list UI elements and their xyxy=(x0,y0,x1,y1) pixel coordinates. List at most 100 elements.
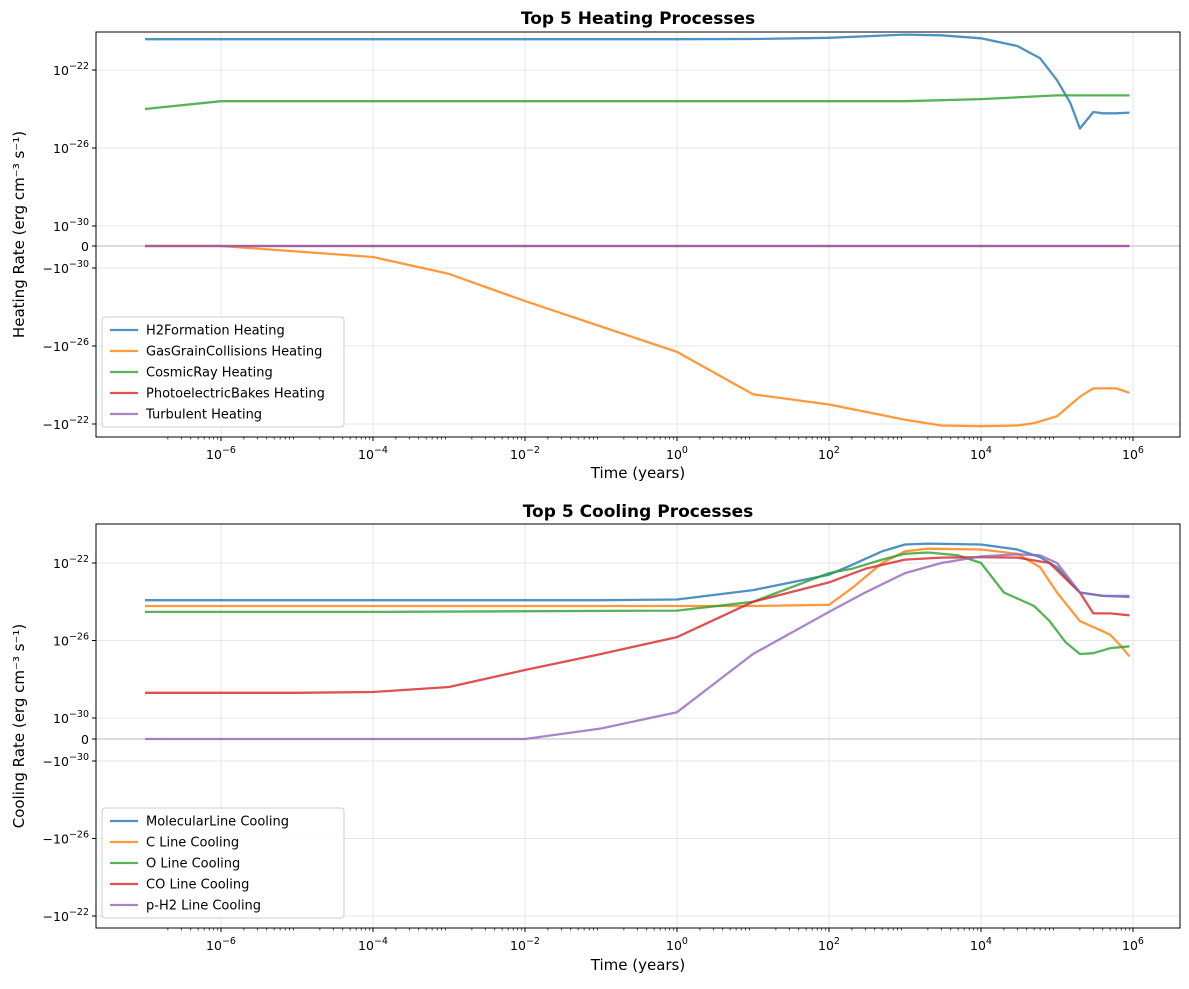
y-tick-label-exp: −26 xyxy=(69,632,89,643)
y-tick-label-base: 0 xyxy=(81,239,89,254)
legend-label: H2Formation Heating xyxy=(146,324,285,339)
y-tick-label-base: −10 xyxy=(43,909,69,924)
y-tick-label-base: 10 xyxy=(53,219,69,234)
x-tick-label-exp: 0 xyxy=(682,936,688,947)
legend-label: GasGrainCollisions Heating xyxy=(146,345,322,360)
x-tick-label-base: 10 xyxy=(970,447,986,462)
x-tick-label-base: 10 xyxy=(206,938,222,953)
y-tick-label: 10−30 xyxy=(53,709,89,726)
y-tick-label-base: −10 xyxy=(43,417,69,432)
x-tick-label: 10−2 xyxy=(510,445,540,462)
y-tick-label-base: 10 xyxy=(53,141,69,156)
y-tick-label-exp: −26 xyxy=(69,830,89,841)
y-tick-label: −10−26 xyxy=(43,337,89,354)
y-tick-label-exp: −26 xyxy=(69,337,89,348)
x-tick-label-exp: 4 xyxy=(986,445,992,456)
x-tick-label-base: 10 xyxy=(666,447,682,462)
x-tick-label-exp: −2 xyxy=(526,936,540,947)
x-tick-label-base: 10 xyxy=(510,938,526,953)
x-tick-label-exp: −4 xyxy=(374,936,388,947)
legend-label: MolecularLine Cooling xyxy=(146,815,289,830)
y-tick-label-base: 10 xyxy=(53,63,69,78)
x-tick-label: 104 xyxy=(970,936,992,953)
x-tick-label: 10−6 xyxy=(206,936,236,953)
y-tick-label-exp: −22 xyxy=(69,61,89,72)
y-tick-label: 10−22 xyxy=(53,554,89,571)
x-axis-label: Time (years) xyxy=(590,956,685,974)
x-tick-label-base: 10 xyxy=(1122,938,1138,953)
x-tick-label-exp: −6 xyxy=(222,445,236,456)
x-tick-label-exp: 2 xyxy=(834,936,840,947)
chart-title: Top 5 Cooling Processes xyxy=(523,502,754,522)
x-tick-label: 104 xyxy=(970,445,992,462)
legend-label: C Line Cooling xyxy=(146,836,239,851)
y-tick-label: 10−26 xyxy=(53,632,89,649)
y-tick-label-base: 10 xyxy=(53,556,69,571)
y-axis-label: Heating Rate (erg cm⁻³ s⁻¹) xyxy=(10,131,28,338)
y-tick-label-base: −10 xyxy=(43,339,69,354)
y-tick-label-exp: −22 xyxy=(69,554,89,565)
series-line-h2formation-heating xyxy=(145,33,1130,130)
x-axis-label: Time (years) xyxy=(590,464,685,482)
y-tick-label: 10−30 xyxy=(53,217,89,234)
y-tick-label-exp: −30 xyxy=(69,259,89,270)
x-tick-label: 106 xyxy=(1122,445,1144,462)
x-tick-label-base: 10 xyxy=(818,938,834,953)
x-tick-label: 10−2 xyxy=(510,936,540,953)
x-tick-label: 10−6 xyxy=(206,445,236,462)
legend-label: CO Line Cooling xyxy=(146,878,249,893)
legend-label: O Line Cooling xyxy=(146,857,240,872)
series-line-cosmicray-heating xyxy=(144,94,1130,111)
y-tick-label-exp: −30 xyxy=(69,752,89,763)
y-tick-label: −10−22 xyxy=(43,907,89,924)
series-line-c-line-cooling xyxy=(145,547,1131,658)
x-tick-label-exp: 4 xyxy=(986,936,992,947)
y-tick-label-exp: −26 xyxy=(69,139,89,150)
x-tick-label-exp: −6 xyxy=(222,936,236,947)
y-tick-label-base: 0 xyxy=(81,732,89,747)
legend-label: CosmicRay Heating xyxy=(146,366,273,381)
y-tick-label: −10−26 xyxy=(43,830,89,847)
plot-frame xyxy=(95,523,1181,929)
x-tick-label-base: 10 xyxy=(818,447,834,462)
series-line-molecularline-cooling xyxy=(145,542,1130,602)
y-tick-label-base: 10 xyxy=(53,634,69,649)
x-tick-label-exp: 2 xyxy=(834,445,840,456)
y-tick-label: −10−22 xyxy=(43,415,89,432)
legend: MolecularLine Cooling C Line Cooling O Lin… xyxy=(101,807,345,919)
x-tick-label: 100 xyxy=(666,936,688,953)
x-tick-label-exp: 6 xyxy=(1138,936,1144,947)
y-tick-label-base: 10 xyxy=(53,711,69,726)
y-tick-label-exp: −30 xyxy=(69,217,89,228)
legend: H2Formation Heating GasGrainCollisions He… xyxy=(101,316,345,428)
x-tick-label: 106 xyxy=(1122,936,1144,953)
x-tick-label: 10−4 xyxy=(358,936,388,953)
x-tick-label-exp: −2 xyxy=(526,445,540,456)
x-tick-label: 102 xyxy=(818,445,840,462)
y-tick-label: −10−30 xyxy=(43,752,89,769)
x-tick-label-base: 10 xyxy=(358,447,374,462)
legend-label: Turbulent Heating xyxy=(145,408,262,423)
x-tick-label-base: 10 xyxy=(358,938,374,953)
plot-frame xyxy=(95,31,1181,438)
x-tick-label-base: 10 xyxy=(510,447,526,462)
series-line-co-line-cooling xyxy=(145,556,1130,694)
x-tick-label-base: 10 xyxy=(666,938,682,953)
cooling-chart: 10−6 10−4 10−2 100 102 104 10610−2210−2610−300… xyxy=(10,502,1181,974)
x-tick-label-exp: 6 xyxy=(1138,445,1144,456)
heating-chart: 10−6 10−4 10−2 100 102 104 10610−2210−2610−300… xyxy=(10,9,1181,482)
y-tick-label-base: −10 xyxy=(43,261,69,276)
y-tick-label-exp: −30 xyxy=(69,709,89,720)
series-line-o-line-cooling xyxy=(145,551,1130,656)
legend-label: p-H2 Line Cooling xyxy=(146,899,261,914)
x-tick-label-exp: 0 xyxy=(682,445,688,456)
x-tick-label: 100 xyxy=(666,445,688,462)
x-tick-label: 102 xyxy=(818,936,840,953)
y-axis-label: Cooling Rate (erg cm⁻³ s⁻¹) xyxy=(10,624,28,829)
y-tick-label: 10−22 xyxy=(53,61,89,78)
legend-box xyxy=(101,316,345,428)
series-line-gasgraincollisions-heating xyxy=(145,244,1130,428)
legend-label: PhotoelectricBakes Heating xyxy=(146,387,325,402)
y-tick-label-exp: −22 xyxy=(69,415,89,426)
